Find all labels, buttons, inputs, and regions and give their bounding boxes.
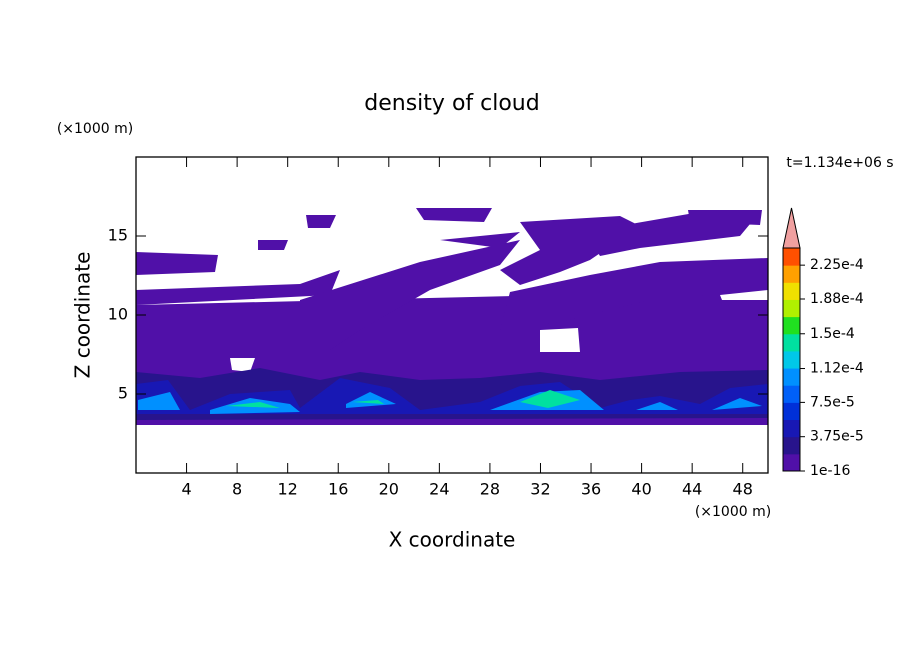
colorbar-band xyxy=(783,436,800,455)
y-tick-label: 5 xyxy=(118,384,128,403)
x-axis-label: X coordinate xyxy=(389,528,516,552)
colorbar-tick-label: 1.5e-4 xyxy=(810,326,855,342)
x-tick-label: 24 xyxy=(429,480,449,499)
colorbar-band xyxy=(783,316,800,335)
colorbar-tick-label: 2.25e-4 xyxy=(810,257,864,273)
y-tick-label: 10 xyxy=(108,305,128,324)
colorbar-band xyxy=(783,333,800,352)
x-tick-label: 4 xyxy=(181,480,191,499)
x-tick-label: 28 xyxy=(480,480,500,499)
colorbar-band xyxy=(783,248,800,266)
colorbar-band xyxy=(783,282,800,300)
colorbar-tick-label: 1.12e-4 xyxy=(810,361,864,377)
x-tick-label: 40 xyxy=(631,480,651,499)
x-unit: (×1000 m) xyxy=(695,504,771,520)
colorbar-band xyxy=(783,350,800,369)
x-tick-label: 36 xyxy=(581,480,601,499)
x-tick-label: 12 xyxy=(278,480,298,499)
colorbar-tick-label: 1.88e-4 xyxy=(810,291,864,307)
colorbar-band xyxy=(783,299,800,318)
x-tick-label: 20 xyxy=(379,480,399,499)
colorbar-band xyxy=(783,385,800,403)
y-axis-label: Z coordinate xyxy=(71,252,95,379)
colorbar-band xyxy=(783,368,800,386)
colorbar-band xyxy=(783,265,800,283)
chart-title: density of cloud xyxy=(364,91,539,116)
colorbar-tick-label: 3.75e-5 xyxy=(810,429,864,445)
x-tick-label: 8 xyxy=(232,480,242,499)
y-tick-label: 15 xyxy=(108,226,128,245)
colorbar-band xyxy=(783,453,800,472)
colorbar-frame xyxy=(782,247,801,472)
colorbar-band xyxy=(783,419,800,438)
x-tick-label: 32 xyxy=(530,480,550,499)
x-tick-label: 16 xyxy=(328,480,348,499)
time-label: t=1.134e+06 s xyxy=(786,155,893,171)
colorbar-tick-label: 1e-16 xyxy=(810,463,850,479)
contour-field xyxy=(136,208,768,425)
colorbar-tick-label: 7.5e-5 xyxy=(810,394,855,410)
colorbar-band xyxy=(783,402,800,421)
x-tick-label: 48 xyxy=(733,480,753,499)
y-unit: (×1000 m) xyxy=(57,121,133,137)
x-tick-label: 44 xyxy=(682,480,702,499)
